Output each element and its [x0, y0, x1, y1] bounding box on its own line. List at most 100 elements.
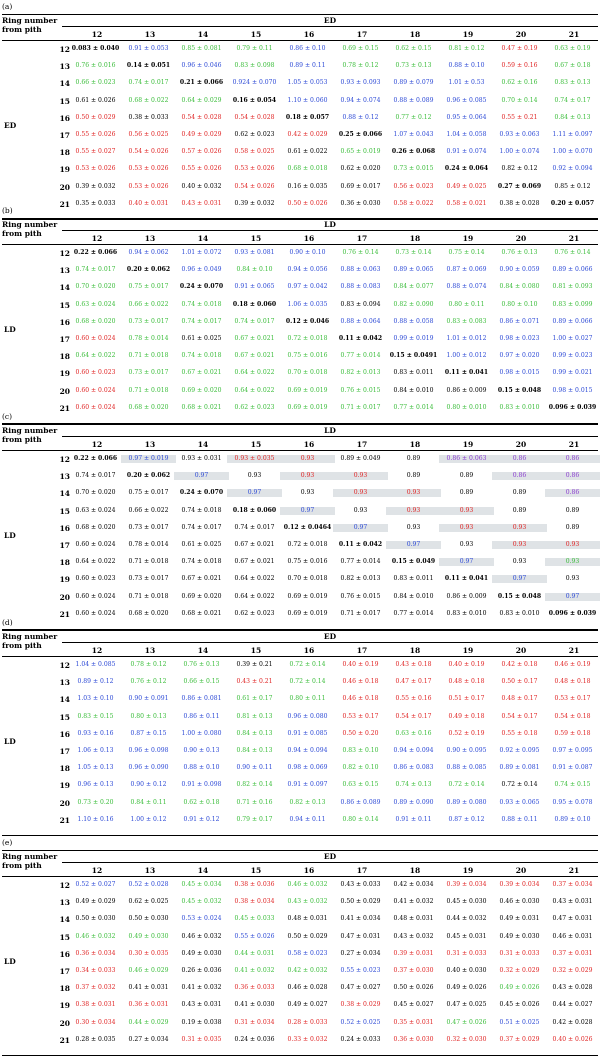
- table-cell: 0.55 ± 0.16: [395, 695, 432, 703]
- table-cell: 0.88 ± 0.12: [342, 113, 379, 121]
- table-cell: 0.33 ± 0.032: [287, 1035, 328, 1043]
- table-cell: 0.73 ± 0.017: [128, 317, 169, 325]
- table-cell: 0.74 ± 0.017: [181, 523, 222, 531]
- row-header: 13: [59, 898, 70, 908]
- table-cell: 0.93: [492, 523, 547, 532]
- table-cell: 0.37 ± 0.029: [499, 1035, 540, 1043]
- table-cell: 0.31 ± 0.034: [234, 1018, 275, 1026]
- table-cell: 0.60 ± 0.024: [75, 335, 116, 342]
- table-cell: 0.88 ± 0.10: [448, 62, 485, 70]
- table-cell: 0.89 ± 0.080: [446, 798, 487, 806]
- table-cell: 1.04 ± 0.085: [75, 661, 116, 668]
- table-cell: 0.47 ± 0.17: [395, 678, 432, 686]
- row-header: 20: [59, 386, 70, 396]
- table-cell: 0.51 ± 0.025: [499, 1018, 540, 1026]
- table-cell: 0.22 ± 0.066: [73, 249, 118, 256]
- table-cell: 0.78 ± 0.014: [128, 541, 169, 548]
- table-cell: 0.69 ± 0.15: [342, 45, 379, 52]
- table-cell: 0.46 ± 0.030: [499, 898, 540, 906]
- table-cell: 0.54 ± 0.17: [501, 712, 538, 720]
- table-cell: 0.84 ± 0.13: [236, 747, 273, 754]
- table-cell: 0.49 ± 0.026: [499, 984, 540, 992]
- table-cell: 0.86 ± 0.10: [289, 45, 326, 52]
- table-cell: 0.86 ± 0.089: [340, 798, 381, 806]
- table-cell: 0.73 ± 0.13: [395, 62, 432, 70]
- column-header: 21: [568, 234, 580, 243]
- table-cell: 0.93 ± 0.065: [499, 798, 540, 806]
- table-cell: 0.35 ± 0.031: [393, 1018, 434, 1026]
- row-header: 19: [59, 575, 70, 585]
- table-cell: 0.68 ± 0.020: [75, 317, 116, 325]
- table-cell: 0.91 ± 0.097: [287, 781, 328, 789]
- column-header: 14: [197, 30, 209, 39]
- table-cell: 0.096 ± 0.039: [548, 403, 597, 411]
- table-cell: 0.91 ± 0.087: [552, 764, 593, 772]
- column-header: 20: [515, 440, 527, 449]
- column-group-label: LD: [324, 220, 336, 229]
- table-cell: 0.54 ± 0.028: [181, 113, 222, 121]
- corner-label-line1: Ring number: [2, 852, 58, 861]
- table-cell: 0.97: [545, 592, 600, 601]
- column-header: 16: [303, 440, 315, 449]
- table-cell: 0.36 ± 0.031: [128, 1001, 169, 1009]
- table-cell: 0.39 ± 0.21: [236, 661, 273, 668]
- table-cell: 0.58 ± 0.023: [287, 949, 328, 957]
- table-cell: 0.64 ± 0.029: [181, 96, 222, 104]
- table-cell: 0.27 ± 0.034: [340, 949, 381, 957]
- corner-label-line2: from pith: [2, 25, 42, 34]
- table-cell: 0.83 ± 0.011: [393, 369, 434, 377]
- header-bottom-rule: [2, 450, 598, 451]
- table-cell: 0.67 ± 0.021: [234, 558, 275, 566]
- column-header: 16: [303, 646, 315, 655]
- table-cell: 0.74 ± 0.017: [75, 472, 116, 480]
- table-cell: 0.70 ± 0.020: [75, 489, 116, 497]
- table-cell: 0.47 ± 0.031: [552, 915, 593, 923]
- column-header: 21: [568, 866, 580, 875]
- table-cell: 0.88 ± 0.064: [340, 317, 381, 325]
- table-cell: 1.01 ± 0.53: [448, 79, 485, 87]
- column-header: 13: [144, 866, 156, 875]
- table-cell: 0.38 ± 0.033: [128, 113, 169, 121]
- table-cell: 0.89: [406, 472, 421, 480]
- table-cell: 0.78 ± 0.014: [128, 335, 169, 342]
- table-cell: 0.40 ± 0.19: [342, 661, 379, 668]
- table-cell: 1.04 ± 0.058: [446, 131, 487, 138]
- row-header: 20: [59, 1018, 70, 1028]
- table-cell: 0.78 ± 0.12: [342, 62, 379, 70]
- row-header: 12: [59, 455, 70, 464]
- table-cell: 0.39 ± 0.032: [234, 199, 275, 207]
- table-top-rule: [2, 14, 598, 15]
- table-cell: 0.84 ± 0.077: [393, 283, 434, 291]
- table-cell: 0.71 ± 0.017: [340, 403, 381, 411]
- column-header: 16: [303, 234, 315, 243]
- column-header: 15: [250, 440, 262, 449]
- table-cell: 0.94 ± 0.062: [128, 249, 169, 256]
- table-cell: 0.95 ± 0.064: [446, 113, 487, 121]
- table-cell: 0.50 ± 0.029: [75, 113, 116, 121]
- table-cell: 1.00 ± 0.080: [181, 729, 222, 737]
- row-header: 20: [59, 182, 70, 192]
- table-cell: 0.51 ± 0.17: [448, 695, 485, 703]
- table-cell: 0.84 ± 0.010: [393, 386, 434, 394]
- table-cell: 0.42 ± 0.18: [501, 661, 538, 668]
- table-cell: 0.64 ± 0.022: [234, 575, 275, 583]
- table-cell: 0.90 ± 0.13: [183, 747, 220, 754]
- table-cell: 0.42 ± 0.032: [287, 967, 328, 974]
- table-cell: 0.79 ± 0.11: [236, 45, 273, 52]
- column-group-label: LD: [324, 426, 336, 435]
- table-cell: 0.93: [247, 472, 262, 480]
- table-cell: 0.41 ± 0.030: [234, 1001, 275, 1009]
- table-cell: 0.62 ± 0.18: [183, 798, 220, 806]
- corner-label-line2: from pith: [2, 861, 42, 870]
- table-cell: 1.01 ± 0.072: [181, 249, 222, 256]
- row-header: 18: [59, 764, 70, 774]
- table-cell: 0.88 ± 0.063: [340, 266, 381, 274]
- row-header: 17: [59, 335, 70, 344]
- column-header: 13: [144, 440, 156, 449]
- table-bottom-rule: [2, 219, 598, 220]
- table-cell: 0.15 ± 0.048: [497, 592, 542, 600]
- table-cell: 0.86: [545, 472, 600, 481]
- row-header: 16: [59, 317, 70, 327]
- table-cell: 0.74 ± 0.017: [128, 79, 169, 87]
- table-cell: 0.97: [174, 472, 229, 481]
